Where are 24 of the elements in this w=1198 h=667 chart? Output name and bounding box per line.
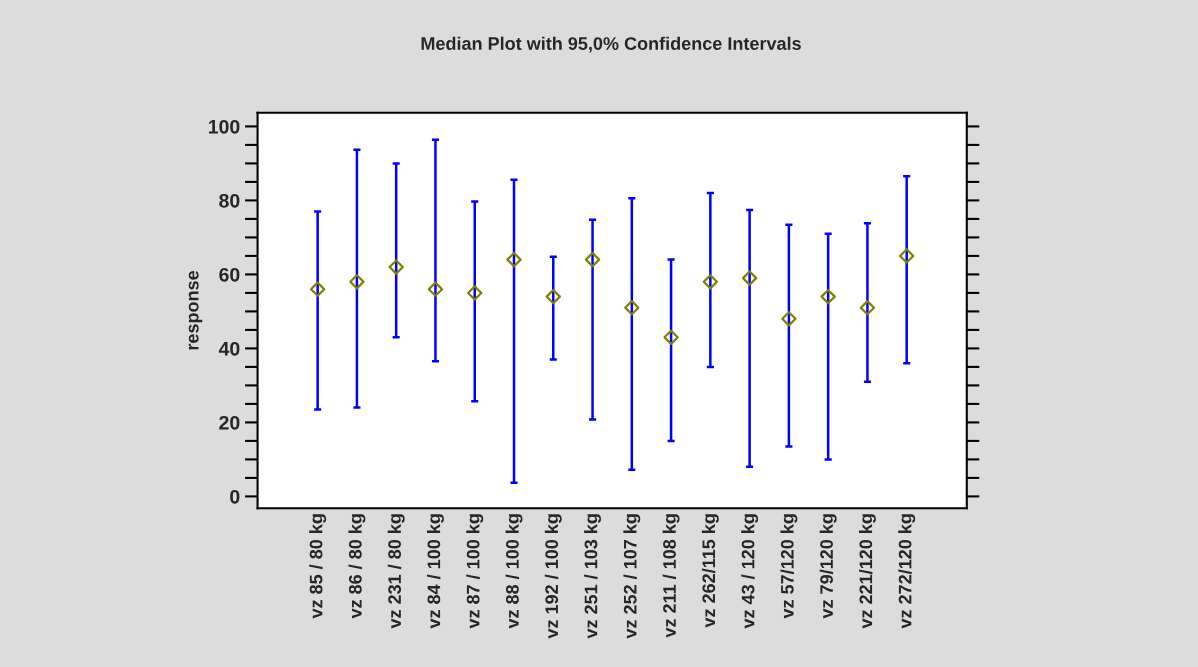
y-tick-label: 40 bbox=[218, 341, 240, 356]
x-tick-label: vz 57/120 kg bbox=[780, 514, 798, 619]
x-tick-label: vz 231 / 80 kg bbox=[387, 514, 405, 629]
x-tick-label: vz 221/120 kg bbox=[858, 514, 876, 629]
x-tick-label: vz 84 / 100 kg bbox=[427, 514, 444, 629]
x-tick-label: vz 79/120 kg bbox=[819, 514, 837, 619]
x-tick-label: vz 192 / 100 kg bbox=[544, 514, 562, 639]
x-tick-label: vz 87 / 100 kg bbox=[466, 514, 484, 629]
y-tick-label: 100 bbox=[208, 119, 240, 134]
x-tick-label: vz 211 / 108 kg bbox=[662, 514, 680, 638]
x-tick-label: vz 86 / 80 kg bbox=[348, 514, 366, 619]
y-tick-label: 80 bbox=[219, 193, 240, 208]
x-tick-label: vz 262/115 kg bbox=[701, 514, 719, 628]
x-tick-label: vz 43 / 120 kg bbox=[741, 514, 759, 629]
y-axis-title: response bbox=[188, 270, 203, 350]
y-tick-label: 20 bbox=[219, 415, 240, 430]
x-tick-label: vz 85 / 80 kg bbox=[309, 514, 327, 619]
x-tick-label: vz 252 / 107 kg bbox=[623, 514, 641, 639]
x-tick-label: vz 251 / 103 kg bbox=[584, 514, 601, 639]
chart-title: Median Plot with 95,0% Confidence Intervals bbox=[421, 36, 801, 53]
y-tick-label: 60 bbox=[219, 267, 240, 282]
x-tick-label: vz 272/120 kg bbox=[898, 514, 916, 629]
x-tick-label: vz 88 / 100 kg bbox=[505, 514, 523, 629]
y-tick-label: 0 bbox=[230, 489, 240, 504]
